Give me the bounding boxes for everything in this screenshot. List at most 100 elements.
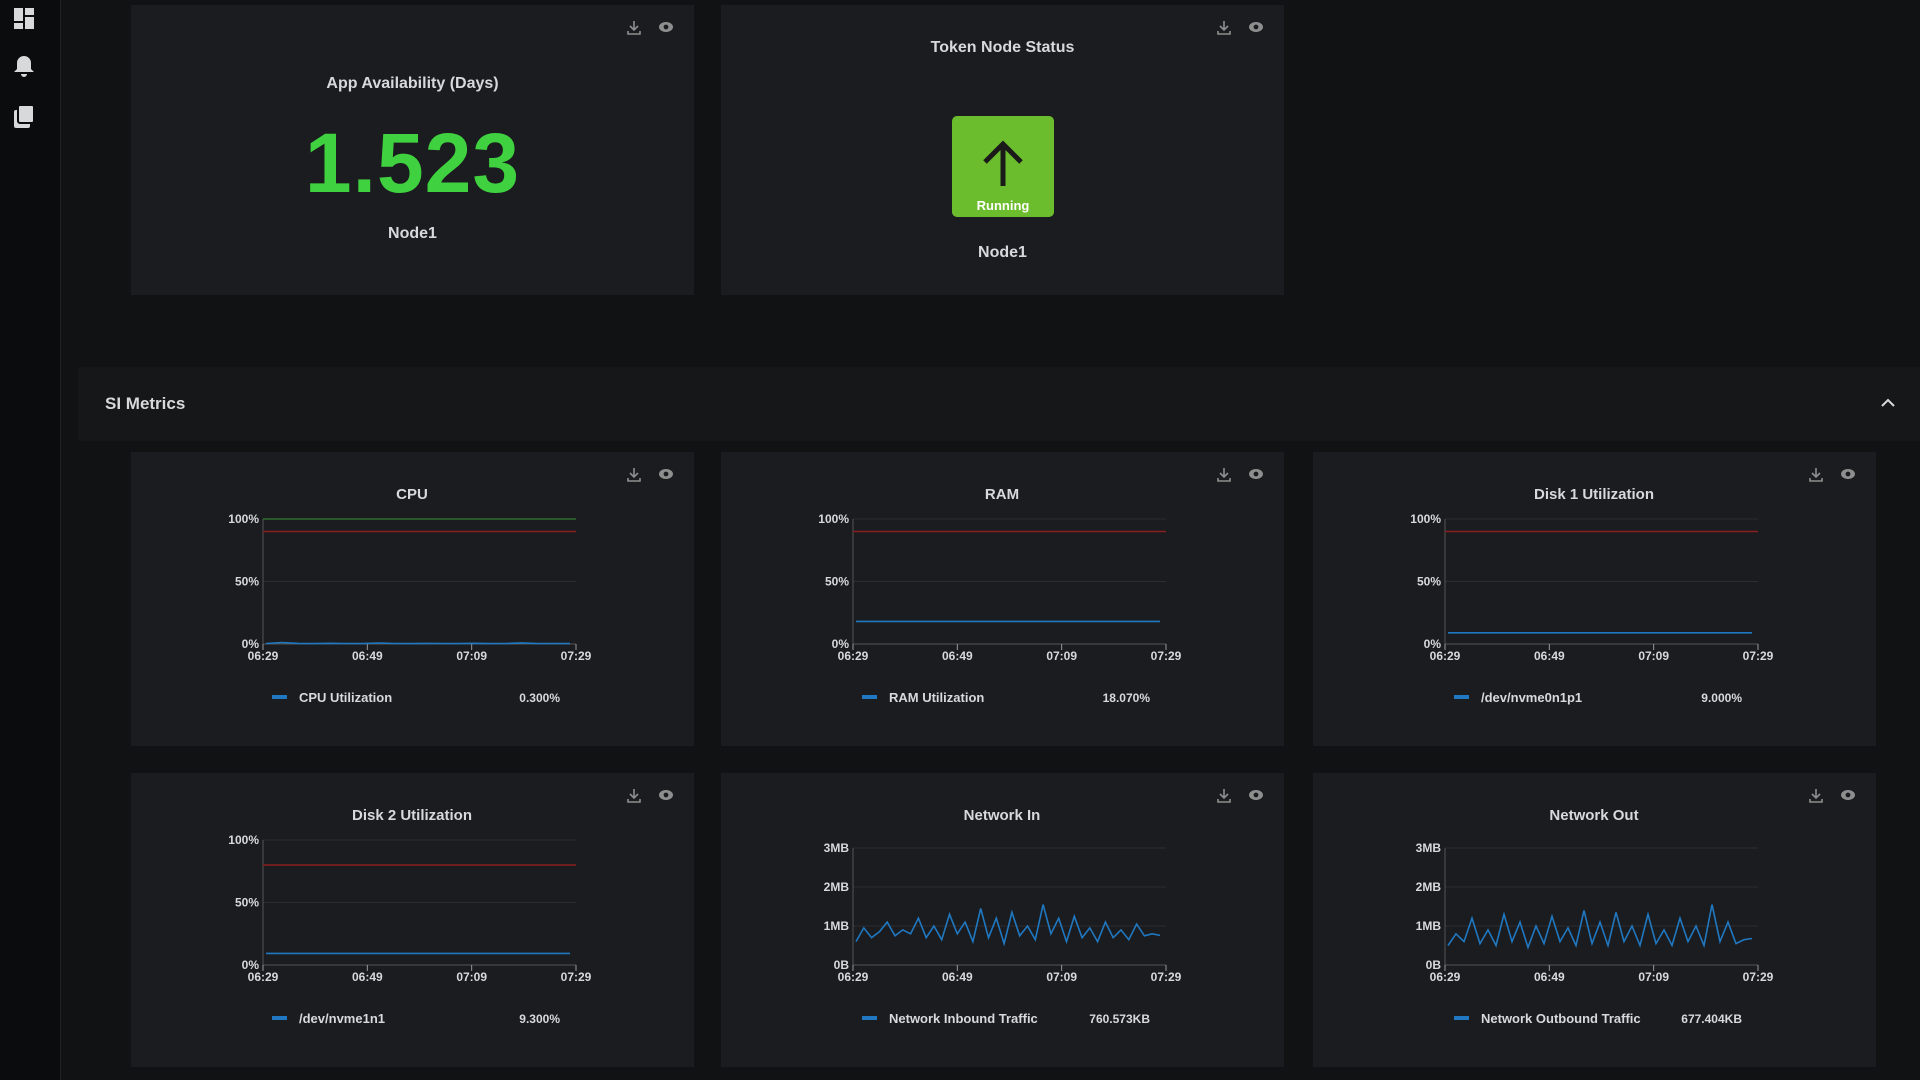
download-icon[interactable] [1217,789,1231,803]
download-icon[interactable] [1809,468,1823,482]
chart: CPU 0% 50% 100% 06:29 06:49 07:09 07:29 CPU Util… [228,486,592,705]
collapse-icon[interactable] [1878,393,1898,413]
chart-panel: Network In 0B 1MB 2MB 3MB 06:29 06:49 07:09 07:2… [721,773,1284,1067]
y-tick-label: 0% [832,637,850,651]
section-title: SI Metrics [105,394,186,413]
x-tick-label: 06:29 [248,649,279,663]
view-icon[interactable] [1841,790,1855,800]
view-icon[interactable] [1249,469,1263,479]
x-tick-label: 06:49 [352,970,383,984]
legend-value: 0.300% [519,691,560,705]
y-tick-label: 0B [834,958,850,972]
panel-icons [1217,789,1263,803]
legend-name: /dev/nvme1n1 [299,1011,385,1026]
panel-title: App Availability (Days) [326,75,499,92]
x-tick-label: 06:49 [942,970,973,984]
x-tick-label: 07:09 [1046,649,1077,663]
x-tick-label: 07:09 [1638,970,1669,984]
view-icon[interactable] [659,22,673,32]
legend-name: CPU Utilization [299,690,392,705]
panel-icons [1809,468,1855,482]
panel-icons [1217,468,1263,482]
legend-value: 18.070% [1103,691,1151,705]
view-icon[interactable] [1841,469,1855,479]
y-tick-label: 2MB [1416,880,1442,894]
panel-icons [627,468,673,482]
legend-swatch [1454,695,1469,699]
stat-value: 1.523 [304,116,521,210]
view-icon[interactable] [1249,22,1263,32]
chart-title: Disk 1 Utilization [1534,486,1654,503]
y-tick-label: 100% [1410,512,1441,526]
chart: Disk 2 Utilization 0% 50% 100% 06:29 06:49 07:… [228,807,592,1026]
panel-toolbar [626,466,676,489]
view-icon[interactable] [1249,790,1263,800]
chart: Network In 0B 1MB 2MB 3MB 06:29 06:49 07:09 07:2… [824,807,1182,1026]
x-tick-label: 07:09 [1046,970,1077,984]
download-icon[interactable] [1217,468,1231,482]
x-tick-label: 06:29 [1430,970,1461,984]
download-icon[interactable] [1217,21,1231,35]
download-icon[interactable] [627,21,641,35]
dashboard-icon[interactable] [14,8,23,21]
x-tick-label: 07:29 [561,649,592,663]
y-tick-label: 3MB [1416,841,1442,855]
chart: Network Out 0B 1MB 2MB 3MB 06:29 06:49 07:09 07:… [1416,807,1774,1026]
x-tick-label: 06:29 [248,970,279,984]
x-tick-label: 07:09 [456,970,487,984]
legend-name: RAM Utilization [889,690,984,705]
x-tick-label: 07:29 [1743,970,1774,984]
x-tick-label: 07:29 [561,970,592,984]
x-tick-label: 06:29 [838,649,869,663]
legend-value: 9.300% [519,1012,560,1026]
y-tick-label: 3MB [824,841,850,855]
y-tick-label: 100% [818,512,849,526]
legend-name: /dev/nvme0n1p1 [1481,690,1582,705]
view-icon[interactable] [659,790,673,800]
legend-swatch [862,695,877,699]
y-tick-label: 0B [1426,958,1442,972]
chart: Disk 1 Utilization 0% 50% 100% 06:29 06:49 07:… [1410,486,1773,705]
chart-title: Disk 2 Utilization [352,807,472,824]
section-header[interactable]: SI Metrics [78,367,1920,441]
x-tick-label: 07:09 [1638,649,1669,663]
chart-panel: Network Out 0B 1MB 2MB 3MB 06:29 06:49 07:09 07:… [1313,773,1876,1067]
chart-title: Network Out [1549,807,1638,824]
alert-icon[interactable] [14,56,34,77]
status-arrow [983,140,1023,186]
x-tick-label: 06:49 [1534,970,1565,984]
x-tick-label: 07:09 [456,649,487,663]
chart-panel: CPU 0% 50% 100% 06:29 06:49 07:09 07:29 CPU Util… [131,452,694,746]
stat-label: Node1 [978,244,1027,261]
legend-swatch [1454,1016,1469,1020]
y-tick-label: 1MB [824,919,850,933]
legend-name: Network Inbound Traffic [889,1011,1038,1026]
sidebar [0,0,61,1080]
y-tick-label: 2MB [824,880,850,894]
chart-title: RAM [985,486,1019,503]
y-tick-label: 50% [1417,575,1441,589]
y-tick-label: 0% [1424,637,1442,651]
legend-value: 9.000% [1701,691,1742,705]
y-tick-label: 100% [228,833,259,847]
status-box: Running [952,116,1054,217]
stat-label: Node1 [388,225,437,242]
series-line [265,641,571,645]
panel-title: Token Node Status [930,39,1075,56]
y-tick-label: 100% [228,512,259,526]
panel-icons [627,21,673,35]
y-tick-label: 0% [242,637,260,651]
panel-toolbar [1216,466,1266,489]
download-icon[interactable] [627,789,641,803]
download-icon[interactable] [627,468,641,482]
chart-panel: Disk 1 Utilization 0% 50% 100% 06:29 06:49 07:… [1313,452,1876,746]
download-icon[interactable] [1809,789,1823,803]
x-tick-label: 06:29 [838,970,869,984]
view-icon[interactable] [659,469,673,479]
panel-toolbar [1808,787,1858,810]
sidebar-icons [14,8,35,128]
y-tick-label: 50% [825,575,849,589]
panel-toolbar [1216,19,1266,42]
chart-title: Network In [964,807,1041,824]
x-tick-label: 06:49 [942,649,973,663]
